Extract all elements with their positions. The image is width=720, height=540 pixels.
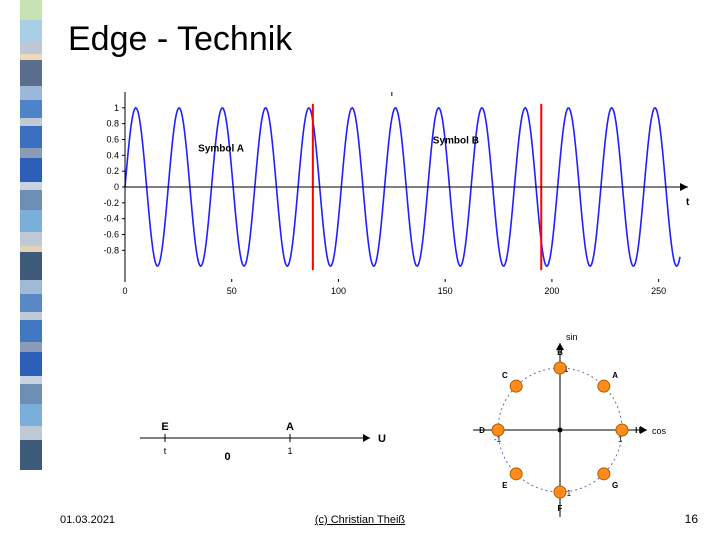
svg-text:H: H xyxy=(635,426,641,435)
svg-text:E: E xyxy=(502,481,508,490)
svg-text:50: 50 xyxy=(227,286,237,296)
svg-text:Symbol A: Symbol A xyxy=(198,143,244,154)
svg-text:U: U xyxy=(378,433,386,445)
svg-text:200: 200 xyxy=(544,286,559,296)
svg-text:0.2: 0.2 xyxy=(106,166,119,176)
svg-text:0.6: 0.6 xyxy=(106,135,119,145)
footer-copyright: (c) Christian Theiß xyxy=(0,514,720,526)
svg-text:Symbol B: Symbol B xyxy=(433,135,479,146)
svg-text:-0.2: -0.2 xyxy=(103,198,119,208)
svg-text:-0.4: -0.4 xyxy=(103,214,119,224)
constellation-diagram: cossin1-11-1BAHGFEDC xyxy=(460,330,690,520)
svg-text:t: t xyxy=(686,197,690,208)
svg-text:A: A xyxy=(612,371,618,380)
svg-text:1: 1 xyxy=(287,446,292,456)
svg-text:C: C xyxy=(502,371,508,380)
svg-text:1: 1 xyxy=(114,103,119,113)
svg-text:B: B xyxy=(557,348,563,357)
page-title: Edge - Technik xyxy=(68,20,292,59)
svg-text:250: 250 xyxy=(651,286,666,296)
svg-text:cos: cos xyxy=(652,426,667,436)
svg-text:0: 0 xyxy=(122,286,127,296)
svg-text:t: t xyxy=(164,446,167,456)
svg-text:0: 0 xyxy=(224,451,230,463)
svg-text:F: F xyxy=(558,504,563,513)
footer-page-number: 16 xyxy=(685,512,698,526)
svg-text:0: 0 xyxy=(114,182,119,192)
svg-text:A: A xyxy=(286,421,294,433)
svg-text:-0.6: -0.6 xyxy=(103,230,119,240)
svg-text:0.8: 0.8 xyxy=(106,119,119,129)
svg-text:G: G xyxy=(612,481,618,490)
svg-text:0.4: 0.4 xyxy=(106,150,119,160)
svg-text:150: 150 xyxy=(438,286,453,296)
symbol-axis-diagram: Et A 1 0 U xyxy=(120,420,400,475)
svg-text:sin: sin xyxy=(566,332,578,342)
svg-text:D: D xyxy=(479,426,485,435)
waveform-chart: -0.8 -0.6 -0.4 -0.2 0 0.2 0.4 0.6 0.8 1 0 50 100 150 2… xyxy=(80,82,695,302)
svg-text:-0.8: -0.8 xyxy=(103,245,119,255)
side-decorative-stripe xyxy=(20,0,42,540)
svg-text:E: E xyxy=(161,421,168,433)
svg-text:100: 100 xyxy=(331,286,346,296)
